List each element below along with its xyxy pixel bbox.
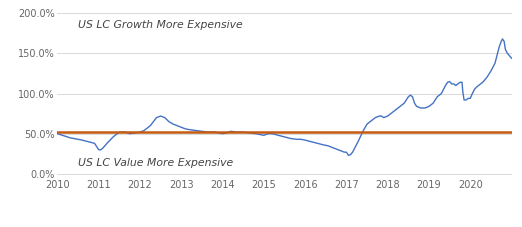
Relative Valuation <box>269 132 275 135</box>
Relative Valuation <box>137 131 143 133</box>
Relative Valuation <box>54 132 61 135</box>
Relative Valuation <box>346 154 352 157</box>
Relative Valuation <box>500 38 506 40</box>
Relative Valuation <box>508 57 515 59</box>
Line: Relative Valuation: Relative Valuation <box>57 39 512 155</box>
Relative Valuation <box>430 102 436 105</box>
Relative Valuation <box>455 83 461 85</box>
Relative Valuation <box>450 83 457 85</box>
Text: US LC Value More Expensive: US LC Value More Expensive <box>78 158 233 168</box>
Legend: Relative Valuation, Median: Relative Valuation, Median <box>178 225 391 227</box>
Relative Valuation <box>186 128 193 131</box>
Text: US LC Growth More Expensive: US LC Growth More Expensive <box>78 20 243 30</box>
